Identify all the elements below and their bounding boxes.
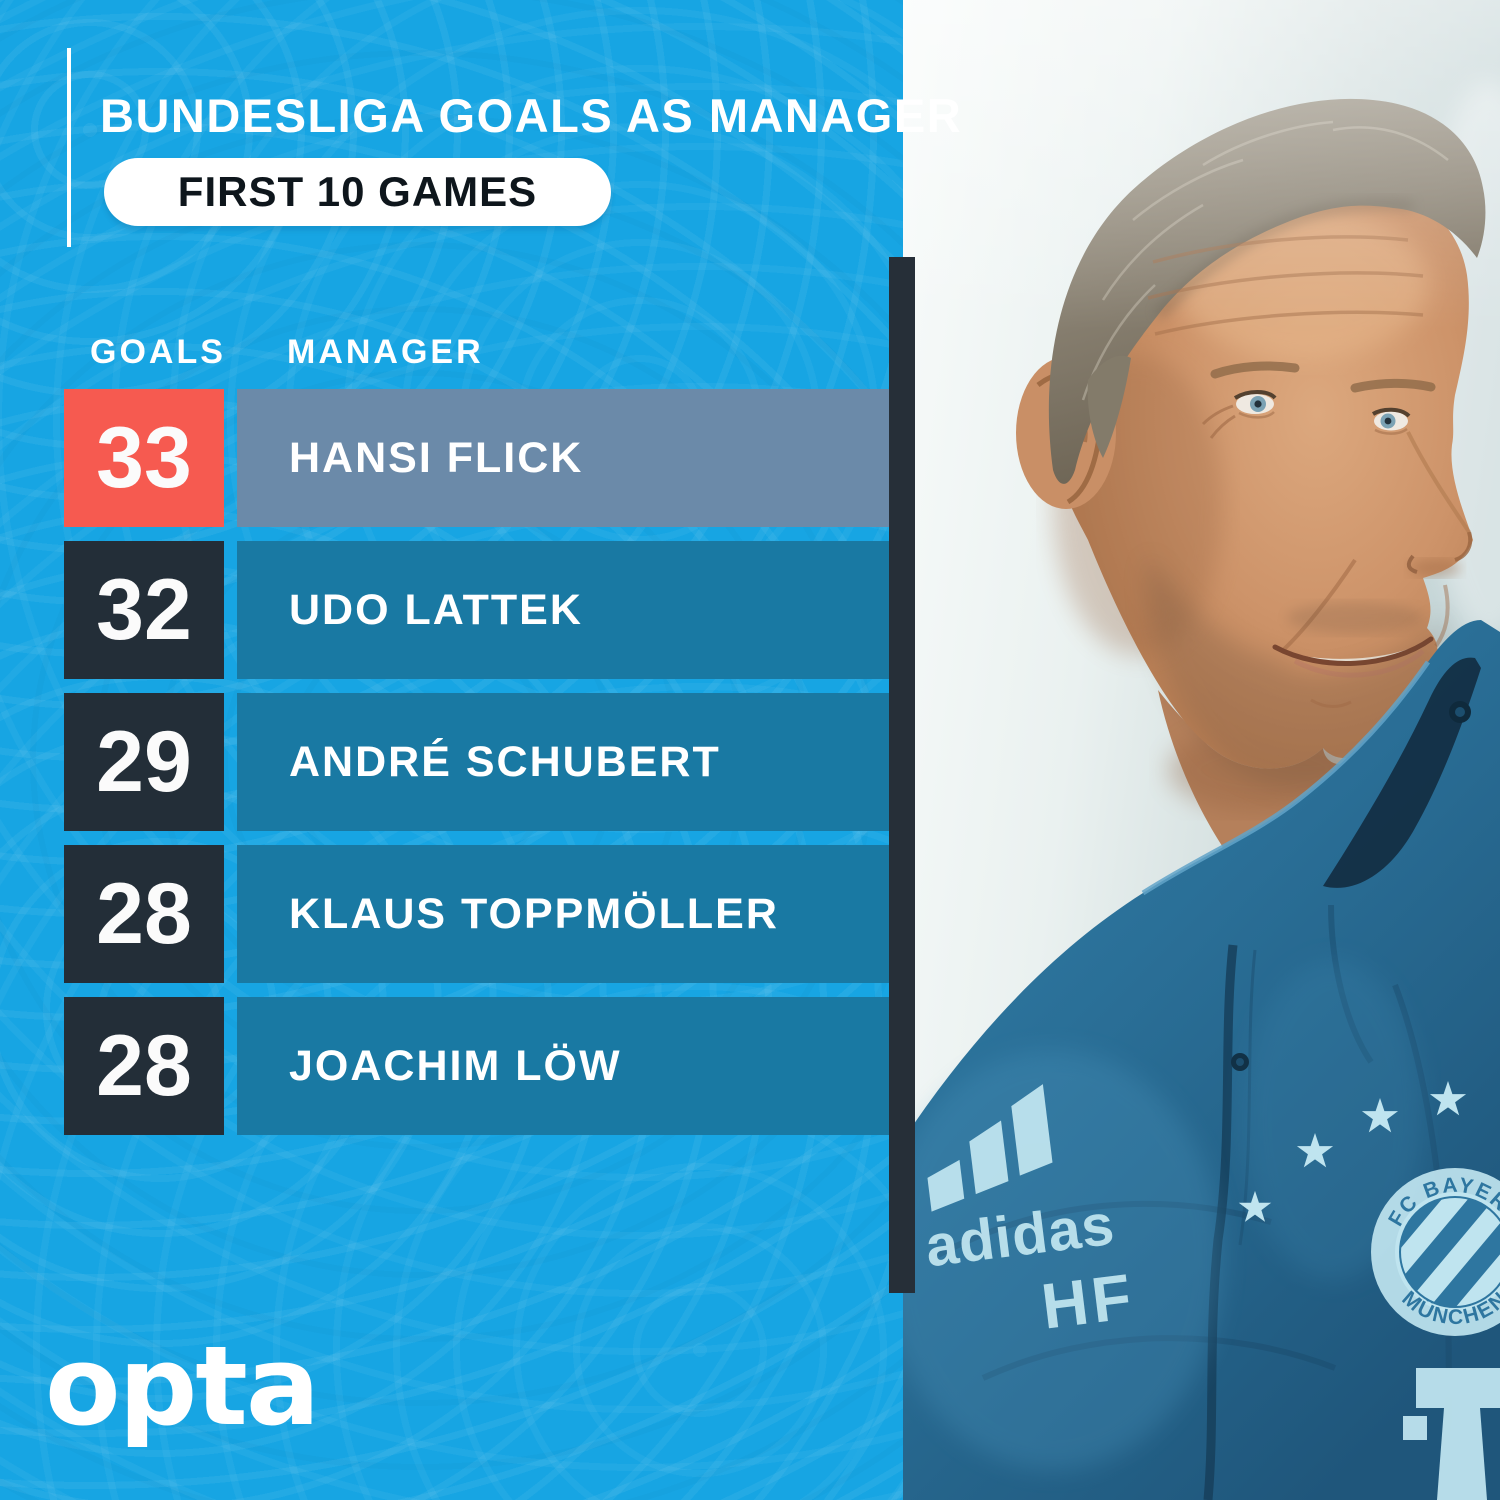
collar-opening	[1323, 657, 1481, 888]
jacket-sheen-2	[1243, 960, 1423, 1280]
goals-value-box: 28	[64, 997, 224, 1135]
column-header-manager: MANAGER	[287, 333, 484, 371]
manager-bar: UDO LATTEK	[237, 541, 890, 679]
subtitle-badge: FIRST 10 GAMES	[104, 158, 611, 226]
goals-value-box: 32	[64, 541, 224, 679]
stubble	[1146, 555, 1444, 790]
manager-bar: ANDRÉ SCHUBERT	[237, 693, 890, 831]
page-title: BUNDESLIGA GOALS AS MANAGER	[100, 89, 963, 142]
manager-name: UDO LATTEK	[289, 585, 583, 634]
goals-value: 28	[96, 865, 192, 962]
upper-lip-stubble	[1287, 602, 1423, 634]
telekom-dot	[1403, 1416, 1427, 1440]
goals-value: 33	[96, 409, 192, 506]
crows-feet	[1201, 404, 1236, 439]
adidas-logo: adidas HF	[922, 1084, 1139, 1343]
chin-crease	[1310, 698, 1352, 708]
goals-value: 29	[96, 713, 192, 810]
photo-haze	[903, 0, 1500, 330]
telekom-logo	[1403, 1368, 1500, 1500]
manager-name: HANSI FLICK	[289, 433, 584, 482]
adidas-stripes-icon	[927, 1159, 965, 1212]
nose	[1406, 431, 1473, 577]
bayern-crest: FC BAYERN MÜNCHEN	[1238, 1081, 1500, 1336]
table-row: 33 HANSI FLICK	[0, 389, 903, 527]
opta-logo: opta	[45, 1322, 320, 1450]
goals-value-box: 28	[64, 845, 224, 983]
column-header-goals: GOALS	[90, 333, 226, 371]
left-eye	[1233, 390, 1277, 419]
title-accent-line	[67, 48, 71, 247]
jacket: adidas HF FC BAYERN	[903, 620, 1500, 1500]
collar-edge	[1141, 660, 1431, 896]
photo-divider-strip	[889, 257, 915, 1293]
subtitle-text: FIRST 10 GAMES	[177, 168, 538, 215]
table-row: 32 UDO LATTEK	[0, 541, 903, 679]
jacket-initials: HF	[1038, 1260, 1139, 1343]
manager-bar: HANSI FLICK	[237, 389, 890, 527]
manager-name: KLAUS TOPPMÖLLER	[289, 889, 779, 938]
manager-photo: adidas HF FC BAYERN	[903, 0, 1500, 1500]
goals-value: 28	[96, 1017, 192, 1114]
goals-value-box: 33	[64, 389, 224, 527]
eyebrows	[1210, 361, 1436, 393]
goals-value-box: 29	[64, 693, 224, 831]
right-eye	[1371, 407, 1411, 435]
manager-bar: JOACHIM LÖW	[237, 997, 890, 1135]
table-row: 28 KLAUS TOPPMÖLLER	[0, 845, 903, 983]
sideburn	[1087, 355, 1131, 458]
eyes	[1201, 390, 1411, 439]
manager-name: JOACHIM LÖW	[289, 1041, 622, 1090]
snap-button	[1231, 701, 1471, 1071]
table-row: 28 JOACHIM LÖW	[0, 997, 903, 1135]
manager-name: ANDRÉ SCHUBERT	[289, 737, 721, 786]
manager-bar: KLAUS TOPPMÖLLER	[237, 845, 890, 983]
goals-value: 32	[96, 561, 192, 658]
table-row: 29 ANDRÉ SCHUBERT	[0, 693, 903, 831]
